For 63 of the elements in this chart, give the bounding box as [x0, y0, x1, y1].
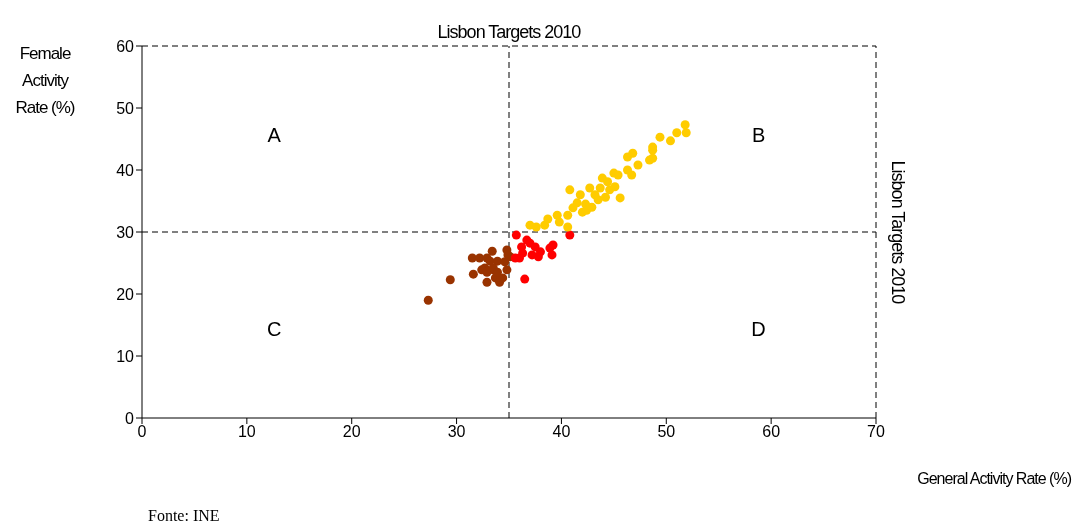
- point: [680, 120, 690, 130]
- point: [603, 177, 613, 187]
- point: [520, 274, 530, 284]
- point: [502, 245, 512, 255]
- point: [627, 170, 637, 180]
- point: [540, 220, 550, 230]
- point: [665, 136, 675, 146]
- point: [565, 230, 575, 240]
- point: [600, 192, 610, 202]
- y-tick-label: 50: [116, 99, 135, 117]
- source-note: Fonte: INE: [148, 507, 220, 525]
- annotation: A: [266, 123, 282, 148]
- x-tick-label: 0: [137, 423, 147, 441]
- point: [613, 170, 623, 180]
- point: [628, 148, 638, 158]
- x-tick-label: 50: [657, 423, 676, 441]
- point: [593, 195, 603, 205]
- ref-line-label: Lisbon Targets 2010: [437, 22, 582, 42]
- y-tick-label: 60: [116, 37, 135, 55]
- x-tick-label: 70: [867, 423, 885, 441]
- point: [554, 217, 564, 227]
- x-tick-label: 10: [237, 423, 256, 441]
- annotation: C: [265, 316, 283, 341]
- x-tick-label: 30: [447, 423, 466, 441]
- point: [585, 183, 595, 193]
- point: [423, 295, 433, 305]
- point: [681, 128, 691, 138]
- annotation: B: [750, 123, 767, 148]
- point: [672, 128, 682, 138]
- point: [655, 132, 665, 142]
- x-tick-label: 60: [762, 423, 781, 441]
- point: [468, 269, 478, 279]
- y-tick-label: 0: [125, 409, 135, 427]
- point: [547, 250, 557, 260]
- point: [511, 230, 521, 240]
- point: [610, 182, 620, 192]
- y-tick-label: 20: [116, 285, 135, 303]
- point: [563, 210, 573, 220]
- point: [475, 253, 485, 263]
- point: [595, 183, 605, 193]
- point: [502, 265, 512, 275]
- y-axis-title: Female Activity Rate (%): [14, 43, 76, 119]
- y-tick-label: 30: [116, 223, 135, 241]
- point: [445, 275, 455, 285]
- point: [531, 222, 541, 232]
- annotation: D: [750, 316, 767, 341]
- point: [533, 252, 543, 262]
- point: [543, 214, 553, 224]
- point: [487, 246, 497, 256]
- point: [498, 273, 508, 283]
- y-tick-label: 40: [116, 161, 135, 179]
- point: [563, 222, 573, 232]
- point: [482, 277, 492, 287]
- x-tick-label: 40: [552, 423, 571, 441]
- x-tick-label: 20: [342, 423, 361, 441]
- x-axis-title: General Activity Rate (%): [917, 470, 1071, 488]
- y-tick-label: 10: [116, 347, 135, 365]
- ref-line-label: Lisbon Targets 2010: [888, 160, 908, 305]
- point: [572, 198, 582, 208]
- point: [615, 193, 625, 203]
- point: [565, 185, 575, 195]
- point: [575, 190, 585, 200]
- point: [633, 160, 643, 170]
